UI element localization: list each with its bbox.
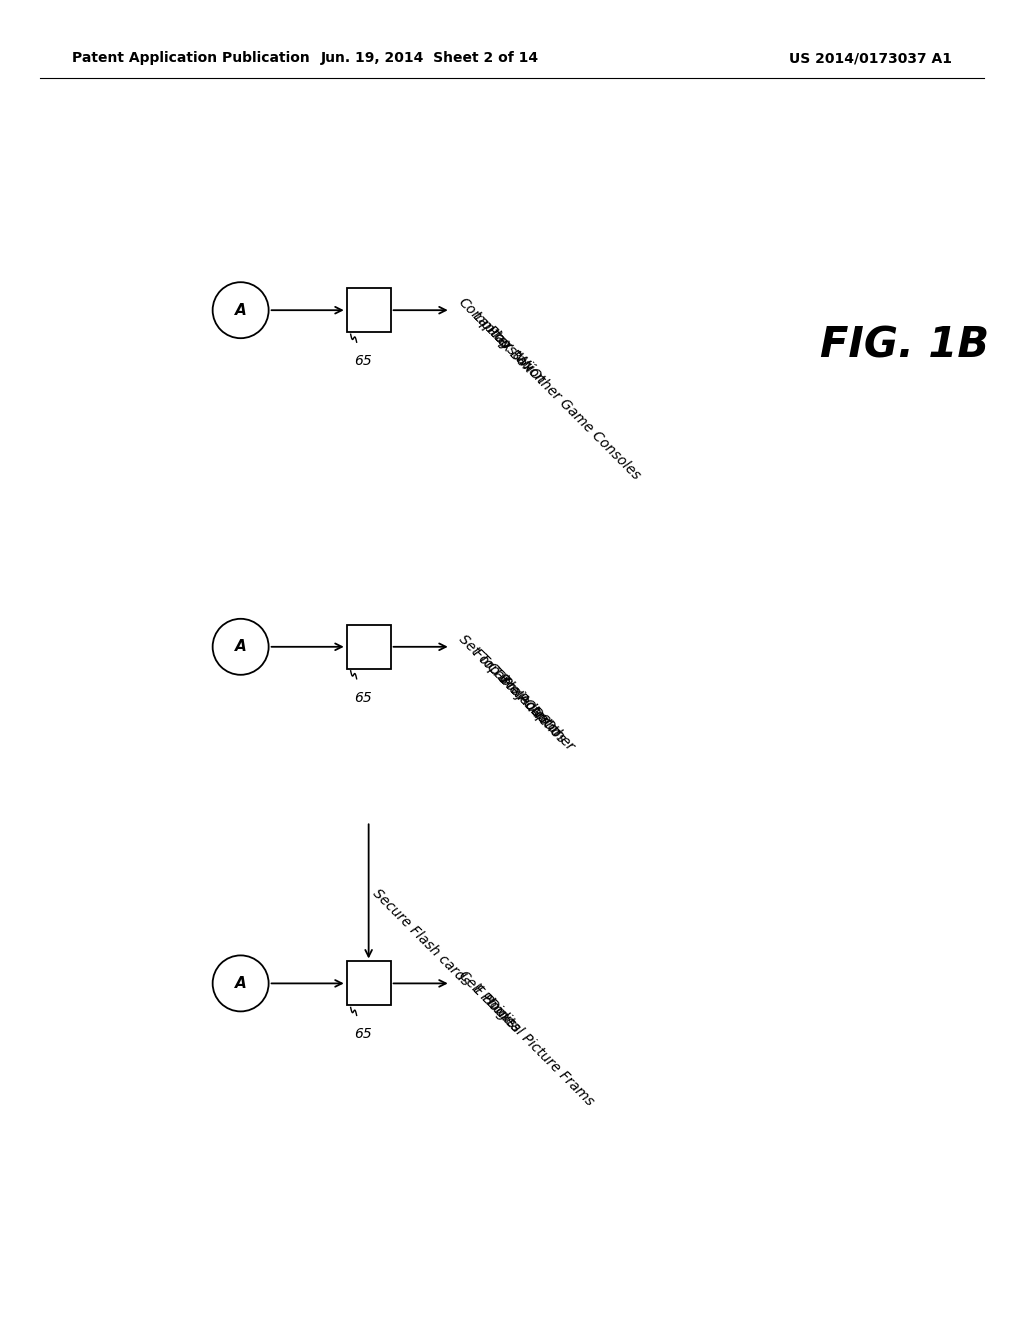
Bar: [347, 961, 390, 1006]
Text: Cell Phones: Cell Phones: [456, 969, 522, 1035]
Text: Laptop: Laptop: [470, 309, 513, 352]
Text: Other Game Consoles: Other Game Consoles: [525, 366, 643, 483]
Text: Digital Picture Frams: Digital Picture Frams: [483, 997, 596, 1109]
Text: 65: 65: [353, 690, 372, 705]
Text: For TV: For TV: [470, 645, 511, 688]
Text: Jun. 19, 2014  Sheet 2 of 14: Jun. 19, 2014 Sheet 2 of 14: [321, 51, 539, 65]
Text: Projector: Projector: [498, 675, 552, 727]
Text: Cable Adaptor: Cable Adaptor: [483, 660, 563, 739]
Text: IPODS: IPODS: [512, 688, 552, 729]
Text: A: A: [234, 639, 247, 655]
Text: Other: Other: [540, 715, 578, 754]
Text: Patent Application Publication: Patent Application Publication: [72, 51, 309, 65]
Text: 65: 65: [353, 1027, 372, 1041]
Text: Computer: Computer: [456, 296, 514, 354]
Text: Wii: Wii: [512, 351, 537, 376]
Text: Playstation: Playstation: [483, 323, 548, 388]
Bar: [347, 624, 390, 669]
Text: Archos: Archos: [525, 702, 569, 746]
Text: Secure Flash cards: Secure Flash cards: [370, 887, 472, 989]
Text: X Box: X Box: [498, 338, 536, 376]
Text: 65: 65: [353, 354, 372, 368]
Text: US 2014/0173037 A1: US 2014/0173037 A1: [790, 51, 952, 65]
Text: A: A: [234, 975, 247, 991]
Text: E Books: E Books: [470, 982, 518, 1031]
Text: Set Top Box: Set Top Box: [456, 632, 523, 700]
Text: A: A: [234, 302, 247, 318]
Text: FIG. 1B: FIG. 1B: [820, 323, 989, 366]
Bar: [347, 288, 390, 333]
